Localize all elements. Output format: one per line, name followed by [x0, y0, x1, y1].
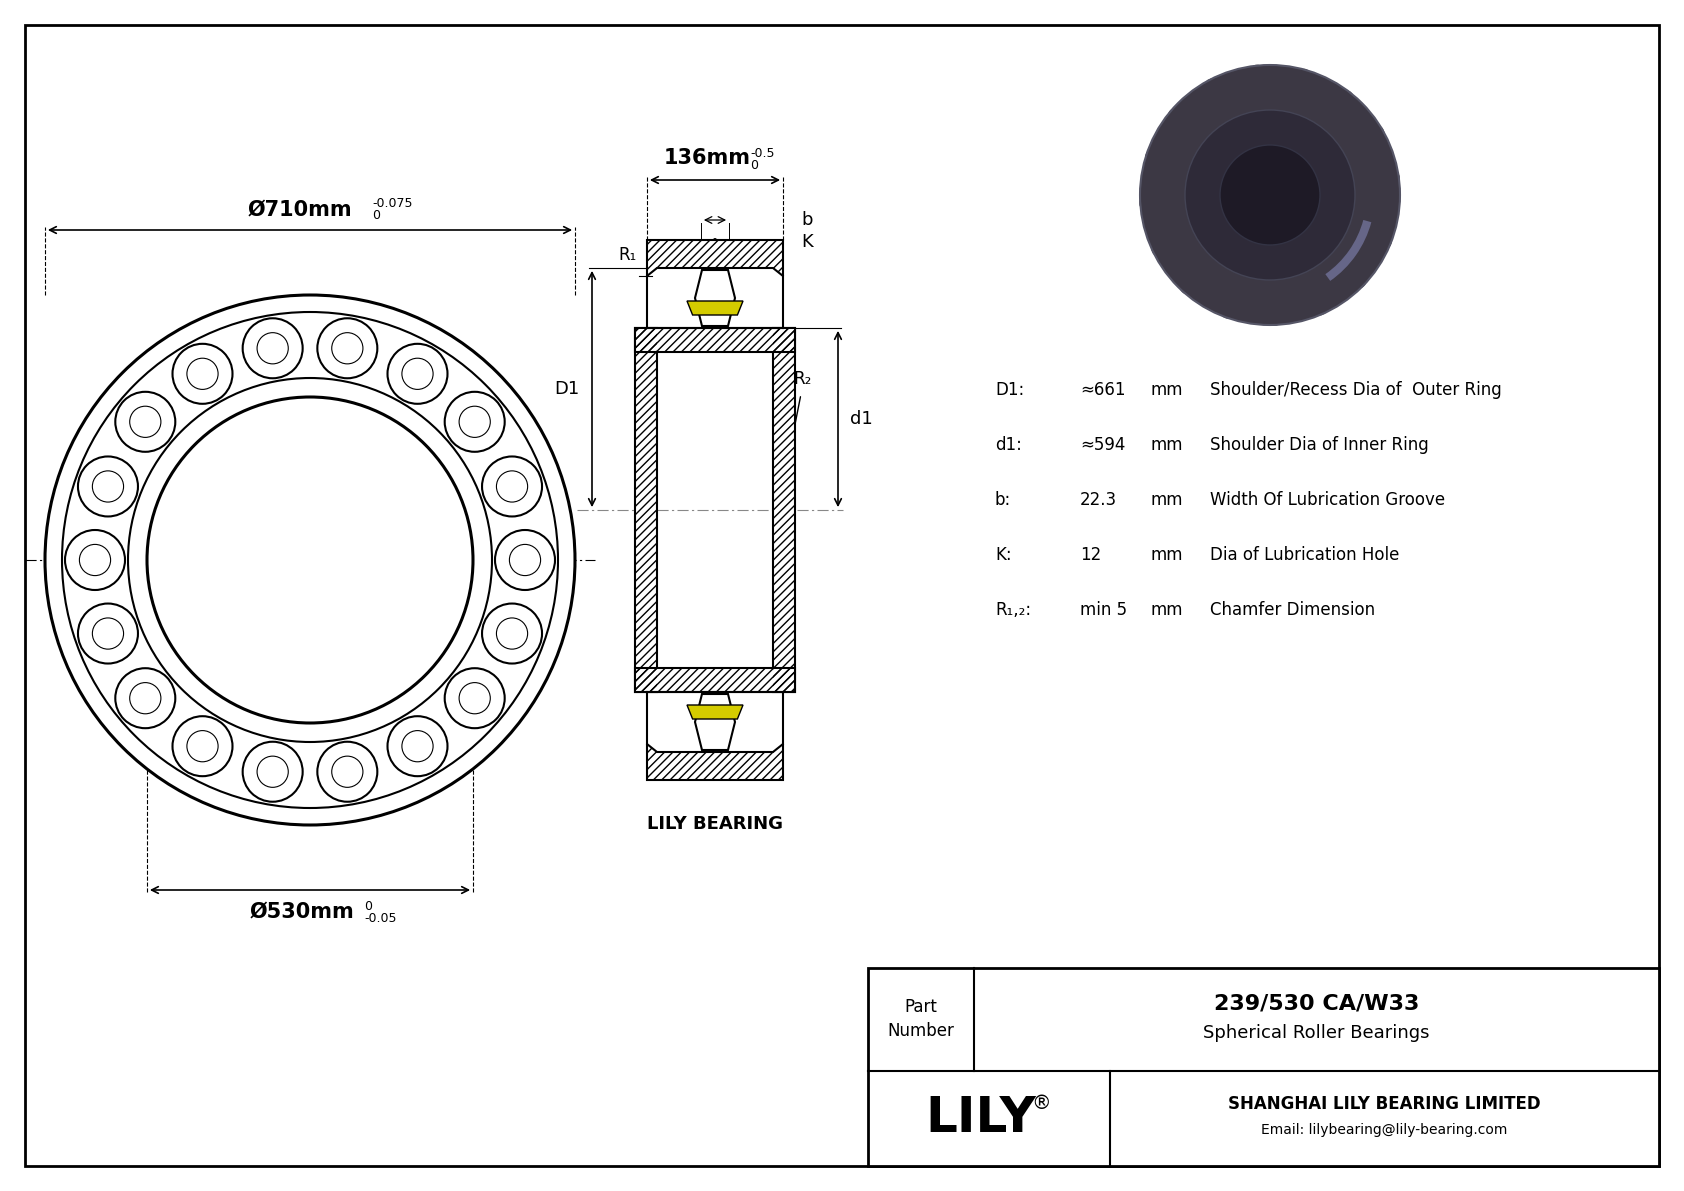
Text: d1:: d1: — [995, 436, 1022, 454]
Circle shape — [1367, 125, 1384, 143]
Text: Shoulder Dia of Inner Ring: Shoulder Dia of Inner Ring — [1211, 436, 1428, 454]
Text: SHANGHAI LILY BEARING LIMITED: SHANGHAI LILY BEARING LIMITED — [1228, 1096, 1541, 1114]
Circle shape — [1167, 107, 1186, 125]
Text: mm: mm — [1150, 381, 1182, 399]
Polygon shape — [647, 744, 783, 780]
Circle shape — [1295, 69, 1312, 87]
Text: -0.05: -0.05 — [364, 912, 396, 925]
Circle shape — [1349, 270, 1367, 288]
Circle shape — [77, 604, 138, 663]
Circle shape — [172, 716, 232, 777]
Text: ≈594: ≈594 — [1079, 436, 1125, 454]
Polygon shape — [635, 328, 795, 353]
Text: min 5: min 5 — [1079, 601, 1127, 619]
Circle shape — [445, 392, 505, 451]
Text: R₁,₂:: R₁,₂: — [995, 601, 1031, 619]
Circle shape — [1186, 110, 1356, 280]
Circle shape — [1140, 66, 1399, 325]
Circle shape — [1152, 239, 1169, 257]
Text: 0: 0 — [749, 160, 758, 172]
Polygon shape — [687, 301, 743, 314]
Text: d1: d1 — [850, 410, 872, 428]
Polygon shape — [695, 694, 734, 750]
Text: mm: mm — [1150, 545, 1182, 565]
Circle shape — [1248, 64, 1266, 82]
Text: b:: b: — [995, 491, 1012, 509]
Circle shape — [317, 318, 377, 379]
Circle shape — [1140, 194, 1157, 212]
Circle shape — [482, 604, 542, 663]
Circle shape — [1310, 298, 1329, 316]
Circle shape — [387, 344, 448, 404]
Circle shape — [1219, 145, 1320, 245]
Circle shape — [387, 716, 448, 777]
Text: Ø710mm: Ø710mm — [248, 200, 352, 220]
Circle shape — [242, 318, 303, 379]
Text: mm: mm — [1150, 601, 1182, 619]
Circle shape — [115, 392, 175, 451]
Circle shape — [147, 397, 473, 723]
Text: ≈661: ≈661 — [1079, 381, 1125, 399]
Text: 12: 12 — [1079, 545, 1101, 565]
Circle shape — [1374, 232, 1393, 250]
Text: D1: D1 — [554, 380, 579, 398]
Text: Chamfer Dimension: Chamfer Dimension — [1211, 601, 1376, 619]
Text: Email: lilybearing@lily-bearing.com: Email: lilybearing@lily-bearing.com — [1261, 1123, 1507, 1137]
Text: 136mm: 136mm — [663, 148, 751, 168]
Text: Spherical Roller Bearings: Spherical Roller Bearings — [1204, 1024, 1430, 1042]
Text: 0: 0 — [364, 900, 372, 913]
Text: Number: Number — [887, 1023, 955, 1041]
Circle shape — [482, 456, 542, 517]
Circle shape — [115, 668, 175, 728]
Circle shape — [445, 668, 505, 728]
Text: Dia of Lubrication Hole: Dia of Lubrication Hole — [1211, 545, 1399, 565]
Circle shape — [1145, 149, 1164, 167]
Circle shape — [1383, 169, 1399, 187]
Text: K:: K: — [995, 545, 1012, 565]
Circle shape — [242, 742, 303, 802]
Circle shape — [1179, 276, 1197, 294]
Text: 239/530 CA/W33: 239/530 CA/W33 — [1214, 993, 1420, 1014]
Circle shape — [1383, 186, 1401, 204]
Circle shape — [62, 312, 557, 807]
Text: b: b — [802, 211, 812, 229]
Circle shape — [1204, 79, 1221, 96]
Text: 0: 0 — [372, 208, 381, 222]
Text: K: K — [802, 233, 813, 251]
Text: Width Of Lubrication Groove: Width Of Lubrication Groove — [1211, 491, 1445, 509]
Text: ®: ® — [1031, 1095, 1051, 1112]
Circle shape — [495, 530, 556, 590]
Circle shape — [1219, 300, 1238, 319]
Circle shape — [128, 378, 492, 742]
Polygon shape — [635, 668, 795, 692]
Circle shape — [1335, 89, 1354, 108]
Text: R₁: R₁ — [618, 247, 637, 264]
Polygon shape — [647, 241, 783, 276]
Text: -0.5: -0.5 — [749, 146, 775, 160]
Text: D1:: D1: — [995, 381, 1024, 399]
Text: LILY: LILY — [926, 1095, 1036, 1142]
Text: 22.3: 22.3 — [1079, 491, 1116, 509]
Circle shape — [66, 530, 125, 590]
Circle shape — [172, 344, 232, 404]
Circle shape — [317, 742, 377, 802]
Text: Part: Part — [904, 998, 938, 1016]
Text: Shoulder/Recess Dia of  Outer Ring: Shoulder/Recess Dia of Outer Ring — [1211, 381, 1502, 399]
Polygon shape — [773, 328, 795, 692]
Text: mm: mm — [1150, 436, 1182, 454]
Polygon shape — [687, 705, 743, 719]
Text: -0.075: -0.075 — [372, 197, 413, 210]
Text: R₂: R₂ — [793, 370, 812, 388]
Polygon shape — [635, 328, 657, 692]
Text: Ø530mm: Ø530mm — [249, 902, 354, 922]
Circle shape — [1265, 308, 1283, 326]
Text: mm: mm — [1150, 491, 1182, 509]
Polygon shape — [695, 270, 734, 326]
Text: LILY BEARING: LILY BEARING — [647, 815, 783, 833]
Bar — [867, 968, 1659, 1166]
Circle shape — [77, 456, 138, 517]
Circle shape — [45, 295, 574, 825]
